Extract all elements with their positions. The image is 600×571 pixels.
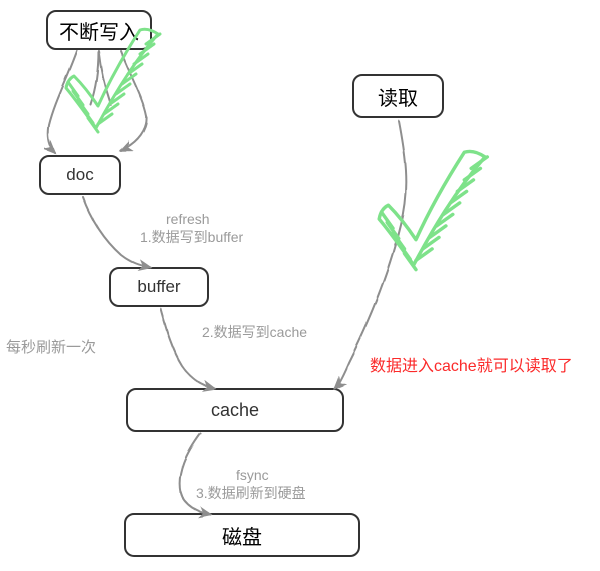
- node-disk-label: 磁盘: [222, 521, 262, 550]
- node-disk: 磁盘: [124, 513, 360, 557]
- label-step1: 1.数据写到buffer: [140, 227, 243, 247]
- node-doc: doc: [39, 155, 121, 195]
- label-every-sec: 每秒刷新一次: [6, 336, 96, 357]
- label-read-note: 数据进入cache就可以读取了: [370, 352, 573, 376]
- node-buffer: buffer: [109, 267, 209, 307]
- node-write-label: 不断写入: [59, 16, 139, 45]
- node-doc-label: doc: [66, 165, 93, 185]
- node-read: 读取: [352, 74, 444, 118]
- label-step2: 2.数据写到cache: [202, 322, 307, 342]
- label-refresh: refresh: [166, 211, 210, 227]
- node-read-label: 读取: [378, 82, 418, 111]
- node-cache-label: cache: [211, 400, 259, 421]
- node-buffer-label: buffer: [137, 277, 180, 297]
- checkmarks: [66, 29, 487, 269]
- node-write: 不断写入: [46, 10, 152, 50]
- edges: [47, 50, 405, 514]
- label-fsync: fsync: [236, 467, 269, 483]
- node-cache: cache: [126, 388, 344, 432]
- label-step3: 3.数据刷新到硬盘: [196, 483, 306, 503]
